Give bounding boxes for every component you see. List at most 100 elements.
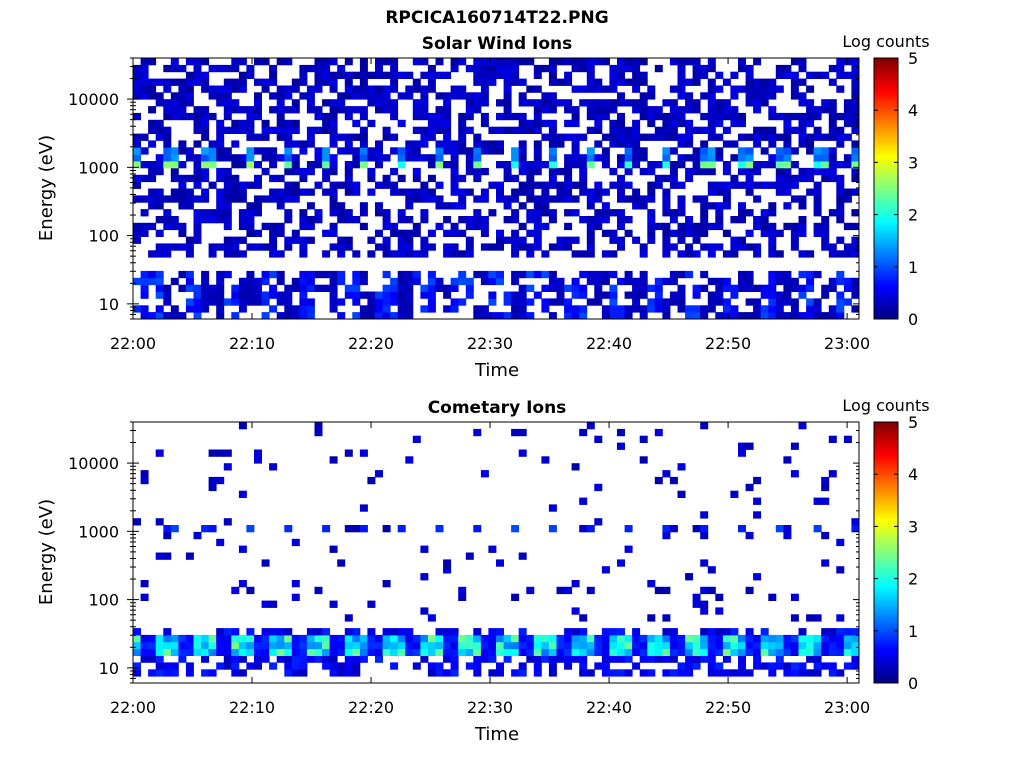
heat-cell [155, 229, 164, 237]
heat-cell [208, 449, 217, 457]
colorbar-swatch [874, 650, 898, 654]
heat-cell [216, 291, 225, 299]
heat-cell [329, 291, 338, 299]
heat-cell [738, 641, 746, 650]
heat-cell [458, 188, 467, 196]
colorbar-tick-label: 1 [908, 622, 918, 641]
heat-cell [586, 58, 595, 66]
heat-cell [322, 250, 331, 258]
heat-cell [420, 250, 429, 258]
heat-cell [654, 428, 663, 437]
heat-cell [518, 92, 527, 100]
colorbar-swatch [874, 77, 898, 81]
heat-cell [163, 99, 172, 107]
heat-cell [548, 99, 557, 107]
heat-cell [821, 167, 830, 176]
heat-cell [821, 229, 830, 237]
heat-cell [753, 140, 762, 148]
heat-cell [828, 106, 837, 114]
heat-cell [359, 222, 368, 231]
heat-cell [496, 277, 504, 286]
heat-cell [601, 112, 610, 121]
heat-cell [624, 641, 633, 650]
heat-cell [148, 648, 157, 656]
heat-cell [775, 634, 784, 643]
heat-cell [586, 64, 595, 73]
heat-cell [496, 112, 504, 121]
heat-cell [488, 140, 497, 148]
colorbar-swatch [874, 632, 898, 636]
heat-cell [738, 655, 746, 663]
heat-cell [284, 641, 293, 650]
heat-cell [722, 284, 731, 292]
heat-cell [390, 71, 399, 79]
heat-cell [185, 641, 194, 650]
heat-cell [367, 174, 376, 183]
heat-cell [571, 112, 580, 121]
heat-cell [359, 504, 368, 512]
heat-cell [851, 236, 860, 244]
heat-cell [548, 71, 557, 79]
heat-cell [503, 298, 512, 306]
heat-cell [692, 634, 701, 643]
colorbar-swatch [874, 288, 898, 292]
heat-cell [594, 284, 603, 292]
heat-cell [246, 181, 255, 189]
colorbar-swatch [874, 615, 898, 619]
colorbar-swatch [874, 203, 898, 207]
heat-cell [178, 188, 187, 196]
heat-cell [329, 161, 338, 169]
heat-cell [359, 277, 368, 286]
colorbar-swatch [874, 197, 898, 200]
heat-cell [359, 270, 368, 279]
colorbar-swatch [874, 609, 898, 612]
heat-cell [216, 64, 225, 73]
heat-cell [851, 243, 860, 251]
colorbar-tick-label: 2 [908, 206, 918, 225]
heat-cell [511, 641, 520, 650]
heat-cell [571, 161, 580, 169]
heat-cell [488, 181, 497, 189]
heat-cell [571, 133, 580, 141]
colorbar-swatch [874, 535, 898, 538]
heat-cell [624, 181, 633, 189]
heat-cell [352, 312, 361, 320]
heat-cell [806, 71, 815, 79]
heat-cell [473, 525, 482, 533]
heat-cell [624, 64, 633, 73]
x-axis-label: Time [474, 360, 519, 381]
heat-cell [163, 634, 172, 643]
heat-cell [518, 188, 527, 196]
heat-cell [639, 202, 648, 210]
heat-cell [821, 641, 830, 650]
heat-cell [526, 99, 535, 107]
heat-cell [564, 298, 573, 306]
heat-cell [564, 133, 573, 141]
heat-cell [783, 133, 792, 141]
heat-cell [700, 112, 709, 121]
heat-cell [352, 648, 361, 656]
x-tick-label: 22:20 [348, 698, 394, 717]
heat-cell [427, 243, 436, 251]
colorbar-swatch [874, 674, 898, 677]
heat-cell [806, 270, 815, 279]
colorbar-swatch [874, 129, 898, 133]
heat-cell [639, 634, 648, 643]
heat-cell [639, 78, 648, 86]
heat-cell [155, 161, 164, 169]
heat-cell [269, 78, 278, 86]
heat-cell [541, 298, 550, 306]
heat-cell [276, 126, 285, 134]
heat-cell [843, 435, 852, 443]
heat-cell [382, 85, 391, 93]
heat-cell [344, 147, 353, 155]
heat-cell [775, 648, 784, 656]
heat-cell [511, 209, 520, 217]
heat-cell [405, 71, 414, 79]
heat-cell [299, 648, 308, 656]
heat-cell [299, 669, 308, 677]
heat-cell [443, 669, 452, 677]
heat-cell [329, 298, 338, 306]
heat-cell [768, 312, 777, 320]
heat-cell [775, 641, 784, 650]
